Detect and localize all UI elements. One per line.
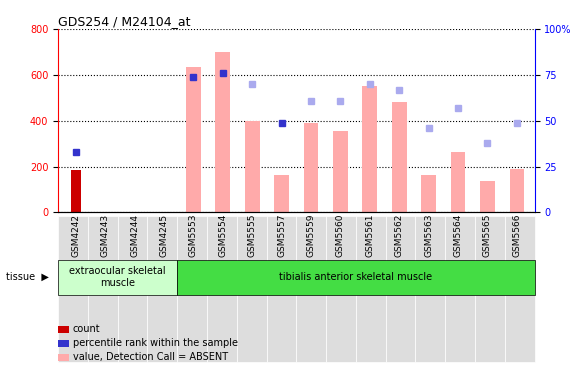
Bar [363,86,377,212]
Bar [392,102,407,212]
Bar [451,152,465,212]
Bar [274,175,289,212]
Text: extraocular skeletal
muscle: extraocular skeletal muscle [69,266,166,288]
Text: GDS254 / M24104_at: GDS254 / M24104_at [58,15,191,28]
Text: tibialis anterior skeletal muscle: tibialis anterior skeletal muscle [279,272,432,282]
Bar [480,182,495,212]
Bar [71,170,81,212]
Bar [421,175,436,212]
Bar [510,169,524,212]
Bar [245,121,260,212]
Text: percentile rank within the sample: percentile rank within the sample [73,338,238,348]
Text: count: count [73,324,101,335]
Bar [333,131,348,212]
Bar [216,52,230,212]
Text: value, Detection Call = ABSENT: value, Detection Call = ABSENT [73,352,228,362]
Text: tissue  ▶: tissue ▶ [6,272,49,282]
Bar [304,123,318,212]
Bar [186,67,200,212]
